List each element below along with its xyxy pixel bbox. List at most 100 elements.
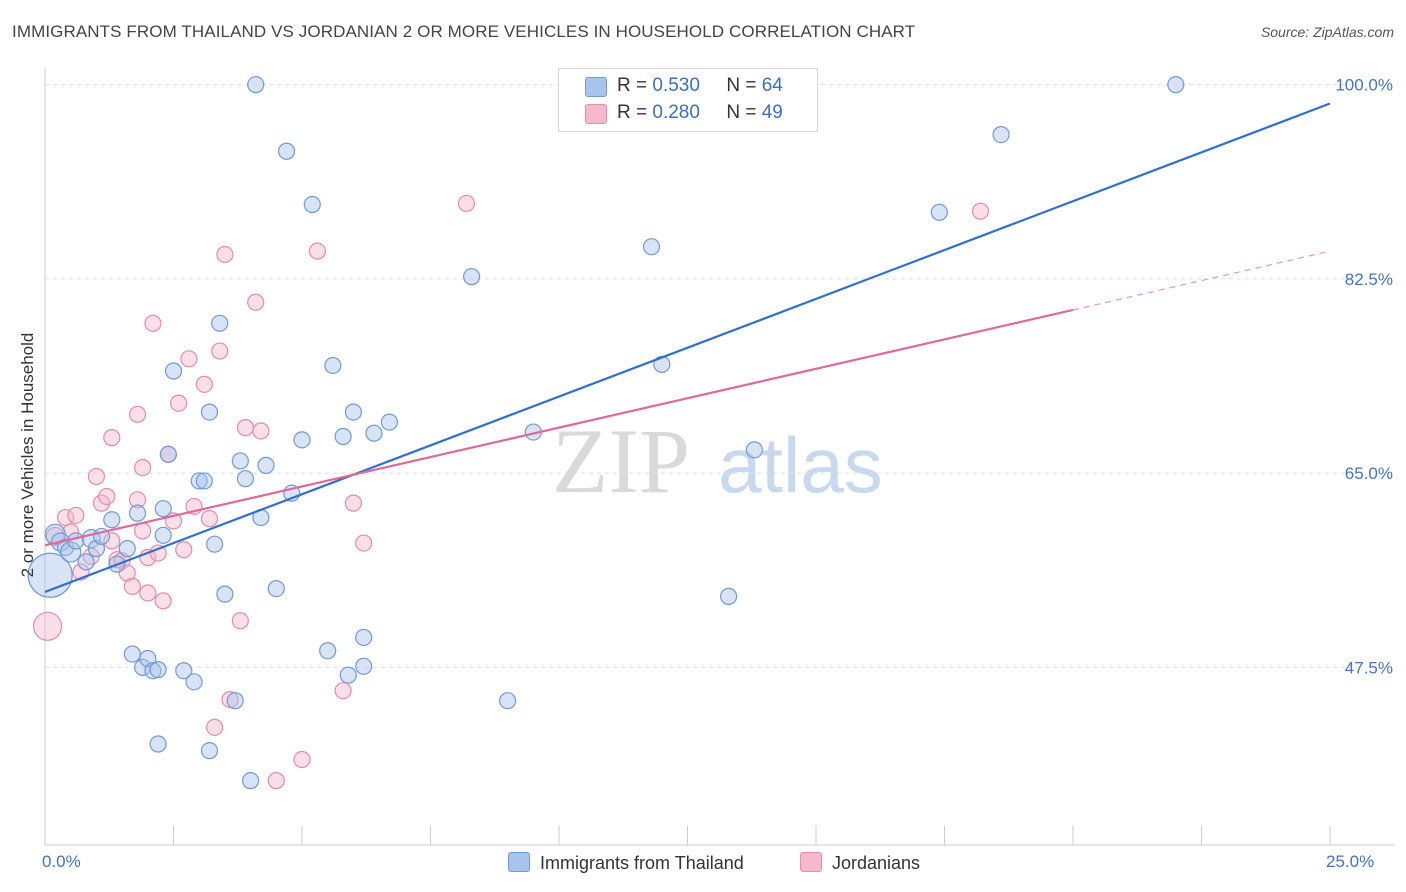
- zipatlas-watermark: ZIP atlas: [552, 410, 883, 512]
- jordanian-point: [103, 429, 121, 447]
- bottom-legend-thailand: Immigrants from Thailand: [508, 852, 744, 874]
- thailand-trend-line: [44, 102, 1331, 593]
- thailand-point: [355, 628, 373, 647]
- jordanian-point: [32, 611, 63, 641]
- y-tick-label: 65.0%: [1345, 464, 1393, 483]
- legend-r-label: R =: [617, 102, 653, 123]
- bottom-legend-label-thailand: Immigrants from Thailand: [540, 853, 744, 873]
- x-tick-label-min: 0.0%: [42, 852, 81, 871]
- thailand-point: [334, 427, 352, 446]
- grid-lines: [45, 84, 1350, 668]
- jordanian-point: [87, 467, 106, 486]
- jordanian-point: [139, 584, 157, 602]
- thailand-point: [257, 456, 275, 474]
- thailand-point: [123, 645, 141, 663]
- y-tick-label: 82.5%: [1345, 270, 1393, 289]
- thailand-point: [247, 76, 265, 94]
- jordanian-point: [98, 487, 116, 506]
- thailand-point: [175, 662, 193, 680]
- legend-box: R = 0.530 N = 64 R = 0.280 N = 49: [558, 68, 818, 132]
- jordanian-point: [971, 202, 990, 220]
- thailand-point: [720, 587, 738, 605]
- jordanian-point: [128, 405, 147, 423]
- thailand-point: [200, 403, 219, 421]
- thailand-point: [60, 541, 82, 563]
- thailand-point: [231, 452, 249, 470]
- legend-n-label: N =: [726, 102, 762, 123]
- y-tick-label: 47.5%: [1345, 658, 1393, 677]
- thailand-point: [211, 314, 229, 332]
- thailand-point: [992, 126, 1010, 144]
- jordanians-trend-extension: [1072, 250, 1331, 311]
- jordanian-point: [200, 510, 219, 528]
- x-tick-label-max: 25.0%: [1326, 852, 1375, 871]
- y-axis-label: 2 or more Vehicles in Household: [18, 332, 37, 578]
- jordanian-point: [128, 491, 147, 509]
- thailand-points: [27, 76, 1185, 790]
- thailand-point: [206, 535, 224, 553]
- chart-title: IMMIGRANTS FROM THAILAND VS JORDANIAN 2 …: [12, 22, 916, 41]
- thailand-point: [380, 413, 398, 431]
- thailand-point: [277, 142, 296, 160]
- jordanian-point: [457, 194, 476, 213]
- thailand-point: [463, 268, 481, 286]
- thailand-point: [1167, 76, 1185, 94]
- thailand-point: [365, 424, 383, 442]
- source-label: Source: ZipAtlas.com: [1260, 24, 1394, 40]
- jordanian-point: [67, 506, 85, 524]
- thailand-point: [226, 692, 244, 710]
- thailand-point: [195, 472, 213, 490]
- jordanian-point: [123, 577, 141, 595]
- y-tick-label: 100.0%: [1335, 76, 1393, 95]
- thailand-point: [154, 500, 172, 518]
- jordanian-point: [144, 314, 162, 332]
- jordanian-point: [231, 612, 249, 630]
- thailand-point: [185, 673, 203, 691]
- jordanian-point: [103, 532, 121, 550]
- legend-swatch-pink: [585, 104, 607, 124]
- jordanian-point: [344, 494, 362, 512]
- legend-r-value: 0.530: [652, 75, 700, 96]
- thailand-point: [67, 532, 85, 550]
- jordanians-trend-line: [44, 308, 1074, 547]
- thailand-point: [216, 585, 234, 603]
- jordanian-point: [236, 419, 255, 437]
- thailand-point: [236, 470, 255, 488]
- thailand-point: [303, 195, 321, 214]
- legend-n-value: 64: [761, 75, 783, 96]
- jordanians-points: [32, 194, 990, 790]
- thailand-point: [642, 238, 661, 256]
- legend-n-value: 49: [761, 102, 783, 123]
- thailand-point: [324, 356, 342, 375]
- jordanian-point: [206, 718, 224, 736]
- legend-swatch-blue: [585, 77, 607, 97]
- bottom-legend-label-jordanians: Jordanians: [832, 853, 921, 873]
- watermark-atlas: atlas: [718, 421, 883, 509]
- legend-r-label: R =: [617, 75, 653, 96]
- jordanian-point: [195, 375, 213, 393]
- legend-n-label: N =: [726, 75, 762, 96]
- thailand-point: [499, 692, 517, 710]
- thailand-point: [190, 472, 208, 490]
- bottom-legend-swatch-pink: [800, 852, 822, 872]
- thailand-point: [267, 579, 285, 598]
- jordanian-point: [154, 592, 172, 610]
- thailand-point: [77, 553, 95, 571]
- trend-lines: [44, 102, 1331, 593]
- jordanian-point: [267, 772, 285, 790]
- thailand-point: [164, 362, 183, 380]
- jordanian-point: [355, 534, 373, 552]
- thailand-point: [293, 431, 311, 449]
- thailand-point: [149, 661, 167, 679]
- thailand-point: [118, 540, 136, 558]
- thailand-point: [745, 441, 763, 459]
- jordanian-point: [247, 293, 265, 311]
- thailand-point: [242, 772, 260, 790]
- jordanian-point: [216, 245, 234, 264]
- thailand-point: [154, 526, 172, 544]
- axes: [44, 68, 1395, 846]
- thailand-point: [344, 403, 362, 421]
- jordanian-point: [293, 750, 311, 769]
- bottom-legend-jordanians: Jordanians: [800, 852, 920, 874]
